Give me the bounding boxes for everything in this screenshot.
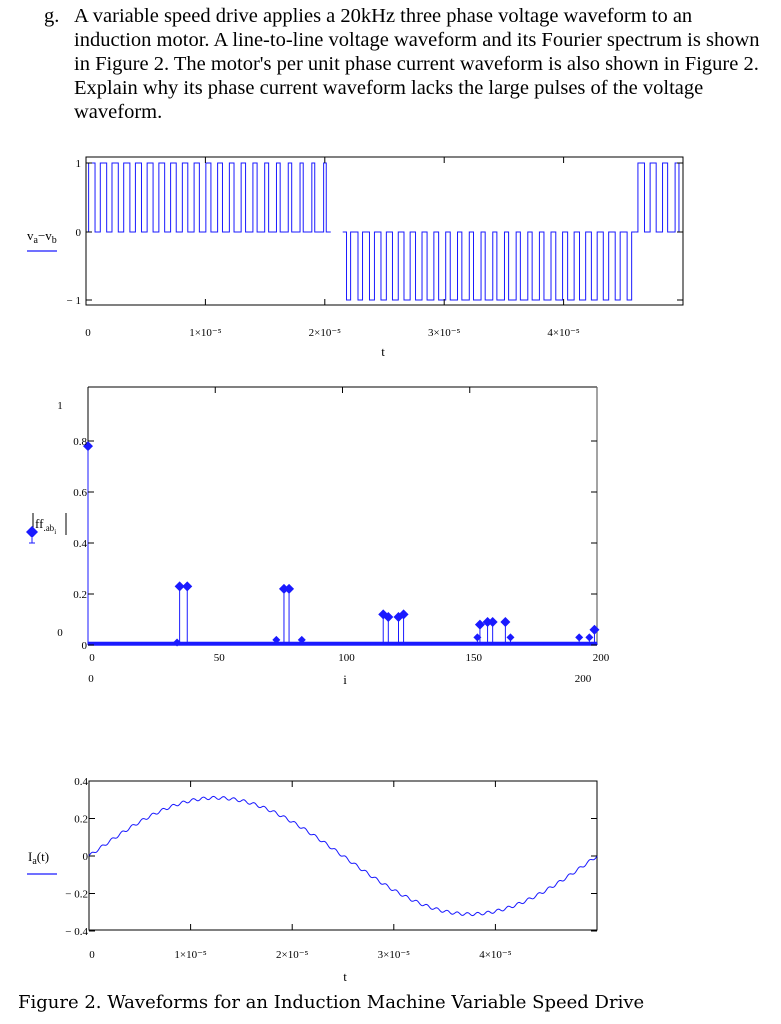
svg-text:1: 1 xyxy=(76,158,82,170)
voltage-plot-frame xyxy=(85,156,684,306)
svg-text:200: 200 xyxy=(575,673,592,685)
svg-text:3×10⁻⁵: 3×10⁻⁵ xyxy=(428,327,461,339)
svg-text:0: 0 xyxy=(82,640,88,652)
current-trace xyxy=(88,795,598,917)
svg-text:− 0.4: − 0.4 xyxy=(65,926,88,938)
svg-text:0.4: 0.4 xyxy=(73,538,87,550)
svg-text:0.6: 0.6 xyxy=(73,487,87,499)
svg-text:200: 200 xyxy=(593,652,610,664)
current-ylabel: Ia(t) xyxy=(28,849,49,867)
svg-text:2×10⁻⁵: 2×10⁻⁵ xyxy=(276,949,309,961)
svg-text:4×10⁻⁵: 4×10⁻⁵ xyxy=(479,949,512,961)
svg-text:0: 0 xyxy=(89,652,95,664)
svg-text:0: 0 xyxy=(89,949,95,961)
question-block: g. A variable speed drive applies a 20kH… xyxy=(44,4,774,124)
voltage-ylabel: va−vb xyxy=(27,228,57,246)
svg-text:− 0.2: − 0.2 xyxy=(65,889,88,901)
spectrum-ylabel: ff.abi xyxy=(35,516,56,536)
svg-text:0.2: 0.2 xyxy=(74,814,88,826)
spectrum-stems xyxy=(83,441,600,647)
svg-text:1×10⁻⁵: 1×10⁻⁵ xyxy=(189,327,222,339)
svg-text:0.4: 0.4 xyxy=(74,776,88,788)
svg-text:− 1: − 1 xyxy=(67,295,81,307)
svg-text:3×10⁻⁵: 3×10⁻⁵ xyxy=(378,949,411,961)
current-plot: 0 1×10⁻⁵ 2×10⁻⁵ 3×10⁻⁵ 4×10⁻⁵ 0.4 0.2 0 − 0.2 − 0… xyxy=(27,776,598,984)
svg-text:0: 0 xyxy=(88,673,94,685)
svg-text:1: 1 xyxy=(57,400,63,412)
spectrum-legend-marker xyxy=(26,526,38,544)
svg-text:1×10⁻⁵: 1×10⁻⁵ xyxy=(174,949,207,961)
svg-text:0: 0 xyxy=(76,227,82,239)
svg-text:150: 150 xyxy=(466,652,483,664)
figure-caption: Figure 2. Waveforms for an Induction Mac… xyxy=(18,992,645,1013)
svg-text:0: 0 xyxy=(85,327,91,339)
voltage-xlabel: t xyxy=(381,344,385,359)
svg-text:2×10⁻⁵: 2×10⁻⁵ xyxy=(309,327,342,339)
voltage-axis-ticks: 0 1×10⁻⁵ 2×10⁻⁵ 3×10⁻⁵ 4×10⁻⁵ 1 0 − 1 xyxy=(67,157,683,339)
svg-text:0: 0 xyxy=(83,851,89,863)
voltage-plot: 0 1×10⁻⁵ 2×10⁻⁵ 3×10⁻⁵ 4×10⁻⁵ 1 0 − 1 va−vb t xyxy=(27,156,684,359)
current-xlabel: t xyxy=(343,969,347,984)
spectrum-xlabel: i xyxy=(343,672,347,687)
svg-text:100: 100 xyxy=(338,652,355,664)
question-label: g. xyxy=(44,5,60,27)
current-axis-ticks: 0 1×10⁻⁵ 2×10⁻⁵ 3×10⁻⁵ 4×10⁻⁵ 0.4 0.2 0 − 0.2 − 0… xyxy=(65,776,597,961)
svg-text:0: 0 xyxy=(57,627,63,639)
svg-text:50: 50 xyxy=(214,652,226,664)
question-text: A variable speed drive applies a 20kHz t… xyxy=(74,5,760,123)
svg-text:0.8: 0.8 xyxy=(73,436,87,448)
voltage-trace xyxy=(86,162,683,301)
svg-text:4×10⁻⁵: 4×10⁻⁵ xyxy=(547,327,580,339)
svg-text:0.2: 0.2 xyxy=(73,589,87,601)
